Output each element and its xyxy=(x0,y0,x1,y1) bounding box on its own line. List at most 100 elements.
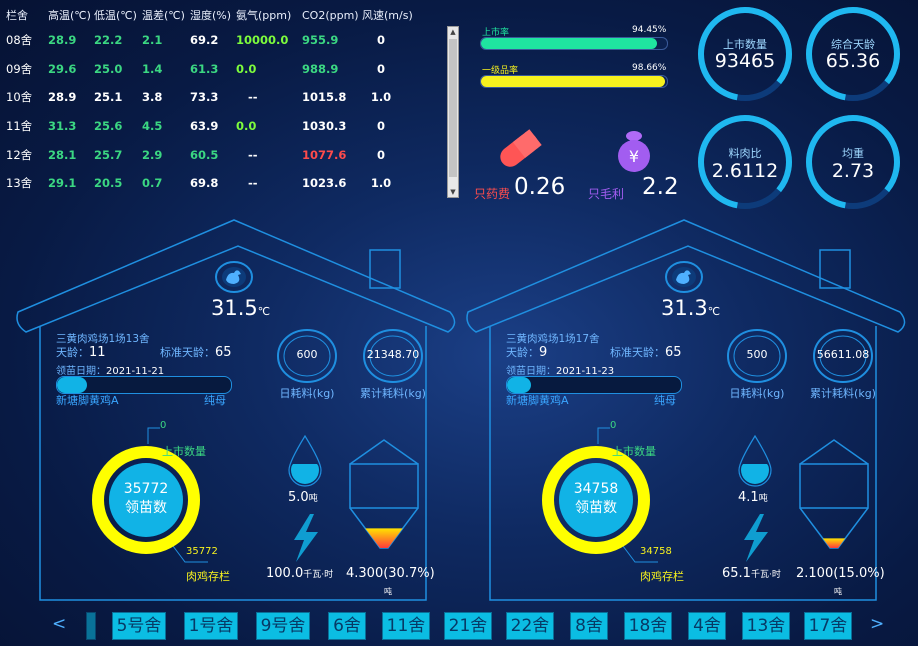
cell-low: 20.5 xyxy=(94,176,123,191)
nav-tab-18[interactable]: 18舍 xyxy=(624,612,672,640)
house-2-power: 65.1千瓦·时 xyxy=(722,566,781,581)
nav-tab-11[interactable]: 11舍 xyxy=(382,612,430,640)
market-rate-bar xyxy=(480,37,668,50)
market-rate-fill xyxy=(481,38,657,49)
cell-diff: 2.1 xyxy=(142,33,163,48)
house-2-stock: 34758 xyxy=(640,546,672,557)
header-barn: 栏舍 xyxy=(6,9,28,22)
header-temp-diff: 温差(℃) xyxy=(142,9,185,22)
cell-humidity: 73.3 xyxy=(190,90,219,105)
house-1-silo-unit: 吨 xyxy=(384,587,392,596)
house-2-date-label: 领苗日期： xyxy=(506,366,556,377)
house-2-total-feed: 56611.08 xyxy=(816,348,870,361)
cell-barn: 11舍 xyxy=(6,119,33,134)
house-1-std-age-row: 标准天龄：65 xyxy=(160,344,232,360)
cell-humidity: 61.3 xyxy=(190,61,219,76)
cell-ammonia: 10000.0 xyxy=(236,33,289,48)
house-2-market-label: 上市数量 xyxy=(612,445,656,458)
table-row[interactable]: 09舍 29.6 25.0 1.4 61.3 0.0 988.9 0 xyxy=(6,55,418,84)
house-2-water-unit: 吨 xyxy=(758,494,768,504)
table-row[interactable]: 08舍 28.9 22.2 2.1 69.2 10000.0 955.9 0 xyxy=(6,26,418,55)
nav-tab-13[interactable]: 13舍 xyxy=(742,612,790,640)
chicken-icon xyxy=(665,261,703,293)
house-1-temp-unit: ℃ xyxy=(257,305,271,318)
grade-rate-label: 一级品率 xyxy=(482,66,519,76)
table-row[interactable]: 12舍 28.1 25.7 2.9 60.5 -- 1077.6 0 xyxy=(6,140,418,169)
house-1-total-feed-ring xyxy=(363,329,423,383)
scroll-up-arrow-icon[interactable]: ▲ xyxy=(450,28,456,36)
house-1-temp: 31.5℃ xyxy=(211,296,270,320)
house-1-water-unit: 吨 xyxy=(308,494,318,504)
house-1-power-unit: 千瓦·时 xyxy=(303,570,334,580)
cell-low: 25.0 xyxy=(94,61,123,76)
table-row[interactable]: 11舍 31.3 25.6 4.5 63.9 0.0 1030.3 0 xyxy=(6,112,418,141)
house-1-market-label: 上市数量 xyxy=(162,445,206,458)
table-row[interactable]: 10舍 28.9 25.1 3.8 73.3 -- 1015.8 1.0 xyxy=(6,83,418,112)
money-bag-icon: ¥ xyxy=(618,131,650,172)
nav-tab-6[interactable]: 6舍 xyxy=(328,612,366,640)
house-2-std-age-row: 标准天龄：65 xyxy=(610,344,682,360)
nav-prev-button[interactable]: < xyxy=(52,614,67,634)
scroll-thumb[interactable] xyxy=(449,39,457,177)
profit-value: 2.2 xyxy=(642,174,679,200)
nav-tab-4[interactable]: 4舍 xyxy=(688,612,726,640)
header-low-temp: 低温(℃) xyxy=(94,9,137,22)
kpi-avg-weight-value: 2.73 xyxy=(831,160,875,182)
cell-barn: 09舍 xyxy=(6,61,33,76)
house-1-power-value: 100.0 xyxy=(266,566,304,581)
house-2-temp: 31.3℃ xyxy=(661,296,720,320)
house-2-age-progress-fill xyxy=(507,377,532,393)
house-1-total-feed: 21348.70 xyxy=(366,348,420,361)
table-scrollbar[interactable]: ▲ ▼ xyxy=(447,26,459,198)
cell-high: 29.1 xyxy=(48,176,77,191)
house-1-date: 2021-11-21 xyxy=(106,366,165,377)
nav-tab-8[interactable]: 8舍 xyxy=(570,612,608,640)
lightning-icon xyxy=(294,514,318,562)
header-high-temp: 高温(℃) xyxy=(48,9,91,22)
house-2-chicks-label: 领苗数 xyxy=(575,500,617,516)
house-1-breed: 新塘脚黄鸡A xyxy=(56,394,119,407)
house-2-age-label: 天龄： xyxy=(506,346,539,359)
house-1-total-feed-label: 累计耗料(kg) xyxy=(360,387,426,400)
cell-co2: 1023.6 xyxy=(302,176,347,191)
nav-tab-22[interactable]: 22舍 xyxy=(506,612,554,640)
table-header-row: 栏舍 高温(℃) 低温(℃) 温差(℃) 湿度(%) 氨气(ppm) CO2(p… xyxy=(6,4,418,26)
nav-tab-1[interactable]: 1号舍 xyxy=(184,612,238,640)
cell-high: 31.3 xyxy=(48,119,77,134)
nav-tab-5[interactable]: 5号舍 xyxy=(112,612,166,640)
nav-tab-9[interactable]: 9号舍 xyxy=(256,612,310,640)
house-2-chicks-graphic xyxy=(542,427,658,563)
house-1-daily-feed: 600 xyxy=(296,348,318,361)
cell-low: 25.7 xyxy=(94,147,123,162)
house-1-std-age: 65 xyxy=(215,345,232,360)
house-2-age-row: 天龄：9 xyxy=(506,344,547,360)
cell-high: 28.9 xyxy=(48,33,77,48)
house-1-stock-label: 肉鸡存栏 xyxy=(186,570,230,583)
house-1-chicks: 35772 xyxy=(123,481,169,497)
grade-rate-value: 98.66% xyxy=(632,63,667,73)
cell-wind: 1.0 xyxy=(370,176,392,191)
nav-tab-partial[interactable] xyxy=(86,612,96,640)
cell-diff: 1.4 xyxy=(142,61,163,76)
house-2-temp-value: 31.3 xyxy=(661,296,708,320)
table-row[interactable]: 13舍 29.1 20.5 0.7 69.8 -- 1023.6 1.0 xyxy=(6,169,418,198)
cell-co2: 988.9 xyxy=(302,61,339,76)
nav-tab-17[interactable]: 17舍 xyxy=(804,612,852,640)
nav-next-button[interactable]: > xyxy=(870,614,885,634)
kpi-ring-2 xyxy=(806,7,900,101)
house-1-age-progress-fill xyxy=(57,377,87,393)
house-1-stock: 35772 xyxy=(186,546,218,557)
grade-rate-bar xyxy=(480,75,668,88)
kpi-feed-ratio-label: 料肉比 xyxy=(728,147,762,160)
house-2-silo-icon xyxy=(799,439,869,549)
cell-co2: 1015.8 xyxy=(302,90,347,105)
nav-tab-21[interactable]: 21舍 xyxy=(444,612,492,640)
scroll-down-arrow-icon[interactable]: ▼ xyxy=(450,188,456,196)
house-1-age-label: 天龄： xyxy=(56,346,89,359)
house-2-farm-name: 三黄肉鸡场1场17舍 xyxy=(506,333,600,345)
water-drop-icon xyxy=(288,434,322,487)
house-2-std-age-label: 标准天龄： xyxy=(610,346,665,359)
cell-low: 25.6 xyxy=(94,119,123,134)
cell-barn: 08舍 xyxy=(6,33,33,48)
svg-text:¥: ¥ xyxy=(629,147,639,166)
